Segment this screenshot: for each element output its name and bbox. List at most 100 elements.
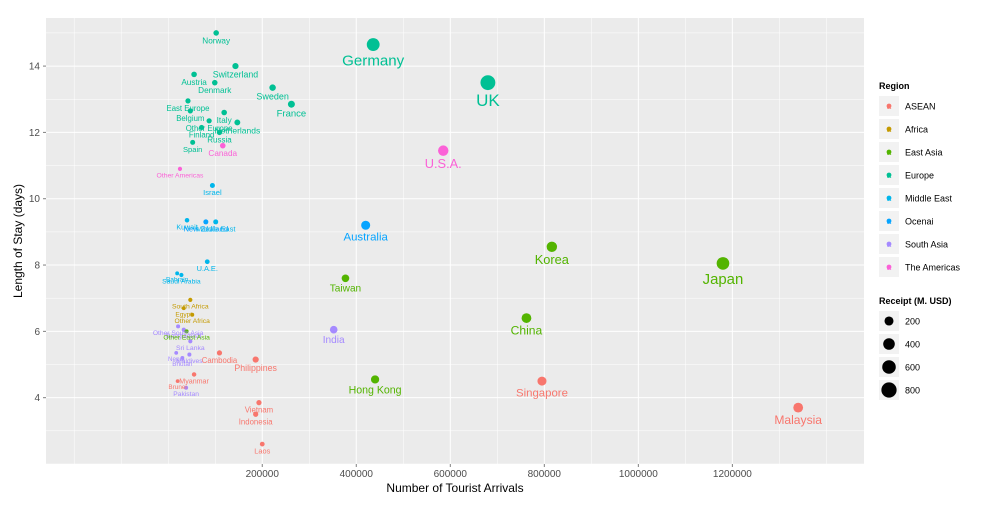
point-brunei <box>175 379 180 383</box>
point-label-canada: Canada <box>208 149 237 158</box>
point-label-finland: Finland <box>189 130 215 139</box>
point-label-pakistan: Pakistan <box>173 391 199 398</box>
point-sri-lanka <box>188 339 193 344</box>
point-kuwait <box>184 218 190 223</box>
point-russia <box>216 129 223 136</box>
legend-label-asean: ASEAN <box>905 102 936 112</box>
plot-panel <box>46 18 864 464</box>
x-axis-title: Number of Tourist Arrivals <box>386 481 523 495</box>
point-label-japan: Japan <box>703 272 744 288</box>
point-label-kuwait: Kuwait <box>176 223 197 231</box>
legend-glyph-europe: a <box>887 171 892 180</box>
y-axis-ticks: 4 6 8 10 12 14 <box>29 62 46 404</box>
point-label-denmark: Denmark <box>198 86 232 95</box>
size-legend-label-400: 400 <box>905 340 920 350</box>
point-cambodia <box>216 350 223 356</box>
legend-glyph-middle-east: a <box>887 194 892 203</box>
legend-glyph-asean: a <box>887 102 892 111</box>
point-other-south-asia <box>176 324 181 329</box>
point-egypt <box>181 306 186 311</box>
point-other-east-asia <box>184 329 189 334</box>
size-legend-dot-400 <box>883 338 895 350</box>
point-nepal <box>174 351 179 355</box>
legend-glyph-the-americas: a <box>887 263 892 272</box>
x-tick-label: 1200000 <box>713 469 752 480</box>
point-label-belgium: Belgium <box>176 114 204 123</box>
point-philippines <box>252 356 259 363</box>
legend-glyph-africa: a <box>887 125 892 134</box>
point-u-a-e <box>204 259 210 265</box>
point-label-austria: Austria <box>181 78 207 87</box>
y-tick-label: 14 <box>29 62 41 73</box>
point-new-zealand <box>203 219 209 225</box>
point-taiwan <box>341 274 350 283</box>
point-australia <box>361 220 371 230</box>
point-label-other-africa: Other Africa <box>175 318 211 325</box>
point-pakistan <box>184 385 189 390</box>
point-label-sri-lanka: Sri Lanka <box>176 345 205 352</box>
point-switzerland <box>232 62 239 70</box>
point-finland <box>199 124 205 131</box>
x-tick-label: 400000 <box>340 469 374 480</box>
grid-lines <box>46 18 864 465</box>
point-label-germany: Germany <box>342 52 405 69</box>
data-points <box>174 30 804 447</box>
point-label-norway: Norway <box>202 36 231 45</box>
point-label-other-americas: Other Americas <box>157 172 204 179</box>
size-legend-dot-800 <box>881 382 897 398</box>
legend-swatch-south-asia <box>886 241 892 247</box>
point-label-sweden: Sweden <box>256 91 289 101</box>
point-hong-kong <box>370 375 380 384</box>
point-label-singapore: Singapore <box>516 387 568 399</box>
point-label-china: China <box>511 324 543 338</box>
point-label-cambodia: Cambodia <box>202 356 238 365</box>
legend: Region a ASEAN a Africa a East Asia a Europe a Mi… <box>879 81 961 400</box>
point-other-europe <box>206 118 212 124</box>
size-legend-label-600: 600 <box>905 363 920 373</box>
legend-swatch-middle-east <box>886 195 892 201</box>
point-label-u-s-a: U.S.A. <box>425 156 462 171</box>
point-label-france: France <box>277 109 307 120</box>
point-label-other-europe: Other Europe <box>186 124 233 133</box>
y-tick-label: 12 <box>29 128 41 139</box>
point-label-laos: Laos <box>254 446 270 455</box>
point-china <box>521 313 532 323</box>
region-legend-title: Region <box>879 81 910 91</box>
point-label-uk: UK <box>476 91 500 110</box>
point-label-maldives: Maldives <box>176 358 203 365</box>
point-label-spain: Spain <box>183 145 202 154</box>
point-label-new-zealand: New Zealand <box>183 225 228 234</box>
point-denmark <box>211 79 218 86</box>
point-label-east-europe: East Europe <box>167 104 210 113</box>
legend-glyph-ocenai: a <box>887 217 892 226</box>
point-label-bangladesh: Bangladesh <box>166 333 202 340</box>
point-india <box>329 325 338 334</box>
point-label-hong-kong: Hong Kong <box>349 385 402 397</box>
point-label-netherlands: Netherlands <box>214 125 260 135</box>
legend-swatch-asean <box>886 103 892 109</box>
point-label-nepal: Nepal <box>168 356 185 363</box>
point-indonesia <box>253 411 259 417</box>
point-japan <box>716 257 730 270</box>
point-label-indonesia: Indonesia <box>239 417 273 426</box>
point-singapore <box>537 376 547 386</box>
point-spain <box>190 139 196 145</box>
point-south-africa <box>188 297 193 302</box>
point-sweden <box>269 84 276 91</box>
x-tick-label: 1000000 <box>619 469 658 480</box>
point-other-africa <box>190 312 195 317</box>
point-label-australia: Australia <box>344 232 389 244</box>
legend-label-east-asia: East Asia <box>905 148 943 158</box>
point-bahrain <box>175 271 180 276</box>
y-tick-label: 4 <box>34 393 40 404</box>
point-canada <box>219 142 226 149</box>
size-legend-dot-600 <box>882 360 896 374</box>
point-middle-east <box>213 219 219 225</box>
point-label-korea: Korea <box>535 252 570 267</box>
point-belgium <box>187 108 193 114</box>
size-legend-dot-200 <box>884 316 894 326</box>
point-malaysia <box>793 402 804 413</box>
legend-swatch-east-asia <box>886 149 892 155</box>
